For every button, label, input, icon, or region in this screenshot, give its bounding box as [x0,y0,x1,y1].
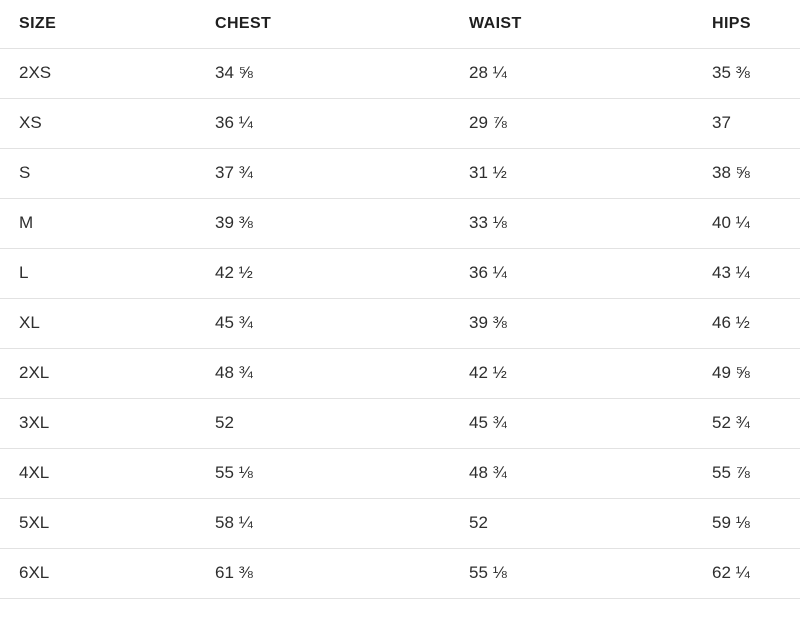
header-row: SIZE CHEST WAIST HIPS [0,0,800,49]
cell-hips: 37 [693,98,800,149]
cell-size: XL [0,298,196,349]
cell-hips: 40 ¼ [693,198,800,249]
cell-size: 5XL [0,498,196,549]
table-row: M 39 ⅜ 33 ⅛ 40 ¼ [0,198,800,249]
cell-hips: 46 ½ [693,298,800,349]
cell-hips: 52 ¾ [693,398,800,449]
cell-waist: 33 ⅛ [450,198,693,249]
table-row: 3XL 52 45 ¾ 52 ¾ [0,398,800,449]
table-row: 6XL 61 ⅜ 55 ⅛ 62 ¼ [0,548,800,599]
cell-waist: 28 ¼ [450,48,693,99]
cell-size: M [0,198,196,249]
cell-size: XS [0,98,196,149]
cell-waist: 45 ¾ [450,398,693,449]
cell-chest: 48 ¾ [196,348,450,399]
cell-hips: 62 ¼ [693,548,800,599]
size-chart-table: SIZE CHEST WAIST HIPS 2XS 34 ⅝ 28 ¼ 35 ⅜… [0,0,800,599]
column-header-hips: HIPS [693,0,800,49]
table-row: XS 36 ¼ 29 ⅞ 37 [0,98,800,149]
cell-chest: 42 ½ [196,248,450,299]
column-header-chest: CHEST [196,0,450,49]
cell-chest: 37 ¾ [196,148,450,199]
table-row: 2XL 48 ¾ 42 ½ 49 ⅝ [0,348,800,399]
size-chart-header: SIZE CHEST WAIST HIPS [0,0,800,49]
cell-waist: 29 ⅞ [450,98,693,149]
size-chart-body: 2XS 34 ⅝ 28 ¼ 35 ⅜ XS 36 ¼ 29 ⅞ 37 S 37 … [0,48,800,599]
cell-waist: 36 ¼ [450,248,693,299]
cell-chest: 34 ⅝ [196,48,450,99]
table-row: 4XL 55 ⅛ 48 ¾ 55 ⅞ [0,448,800,499]
cell-size: 4XL [0,448,196,499]
cell-hips: 55 ⅞ [693,448,800,499]
cell-waist: 39 ⅜ [450,298,693,349]
cell-hips: 49 ⅝ [693,348,800,399]
cell-size: L [0,248,196,299]
cell-waist: 55 ⅛ [450,548,693,599]
cell-chest: 36 ¼ [196,98,450,149]
table-row: S 37 ¾ 31 ½ 38 ⅝ [0,148,800,199]
column-header-size: SIZE [0,0,196,49]
cell-size: 2XL [0,348,196,399]
table-row: 2XS 34 ⅝ 28 ¼ 35 ⅜ [0,48,800,99]
cell-chest: 45 ¾ [196,298,450,349]
column-header-waist: WAIST [450,0,693,49]
cell-chest: 58 ¼ [196,498,450,549]
cell-size: 6XL [0,548,196,599]
cell-waist: 31 ½ [450,148,693,199]
cell-size: S [0,148,196,199]
cell-chest: 39 ⅜ [196,198,450,249]
cell-waist: 48 ¾ [450,448,693,499]
cell-size: 3XL [0,398,196,449]
cell-waist: 42 ½ [450,348,693,399]
cell-chest: 61 ⅜ [196,548,450,599]
cell-chest: 52 [196,398,450,449]
cell-chest: 55 ⅛ [196,448,450,499]
table-row: XL 45 ¾ 39 ⅜ 46 ½ [0,298,800,349]
cell-hips: 43 ¼ [693,248,800,299]
cell-hips: 35 ⅜ [693,48,800,99]
cell-hips: 59 ⅛ [693,498,800,549]
cell-hips: 38 ⅝ [693,148,800,199]
cell-waist: 52 [450,498,693,549]
cell-size: 2XS [0,48,196,99]
table-row: 5XL 58 ¼ 52 59 ⅛ [0,498,800,549]
table-row: L 42 ½ 36 ¼ 43 ¼ [0,248,800,299]
